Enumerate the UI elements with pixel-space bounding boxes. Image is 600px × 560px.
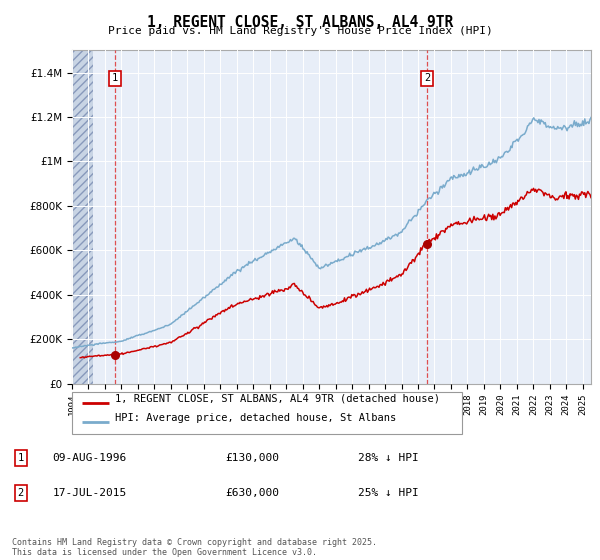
- Bar: [72, 50, 94, 384]
- Text: 09-AUG-1996: 09-AUG-1996: [52, 453, 127, 463]
- Text: 1, REGENT CLOSE, ST ALBANS, AL4 9TR: 1, REGENT CLOSE, ST ALBANS, AL4 9TR: [147, 15, 453, 30]
- Text: HPI: Average price, detached house, St Albans: HPI: Average price, detached house, St A…: [115, 413, 396, 423]
- Text: Price paid vs. HM Land Registry's House Price Index (HPI): Price paid vs. HM Land Registry's House …: [107, 26, 493, 36]
- Text: 2: 2: [17, 488, 24, 498]
- Text: 1: 1: [112, 73, 118, 83]
- Text: £630,000: £630,000: [225, 488, 279, 498]
- Text: 28% ↓ HPI: 28% ↓ HPI: [358, 453, 418, 463]
- Text: 1: 1: [17, 453, 24, 463]
- Text: Contains HM Land Registry data © Crown copyright and database right 2025.
This d: Contains HM Land Registry data © Crown c…: [12, 538, 377, 557]
- Text: £130,000: £130,000: [225, 453, 279, 463]
- Text: 2: 2: [424, 73, 430, 83]
- Text: 1, REGENT CLOSE, ST ALBANS, AL4 9TR (detached house): 1, REGENT CLOSE, ST ALBANS, AL4 9TR (det…: [115, 393, 440, 403]
- Text: 17-JUL-2015: 17-JUL-2015: [52, 488, 127, 498]
- FancyBboxPatch shape: [72, 392, 462, 434]
- Text: 25% ↓ HPI: 25% ↓ HPI: [358, 488, 418, 498]
